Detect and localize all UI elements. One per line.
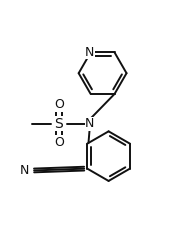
Text: S: S [55, 117, 63, 131]
Text: O: O [54, 136, 64, 149]
Text: N: N [19, 164, 29, 177]
Text: N: N [85, 46, 94, 59]
Text: O: O [54, 98, 64, 111]
Text: N: N [85, 117, 94, 130]
